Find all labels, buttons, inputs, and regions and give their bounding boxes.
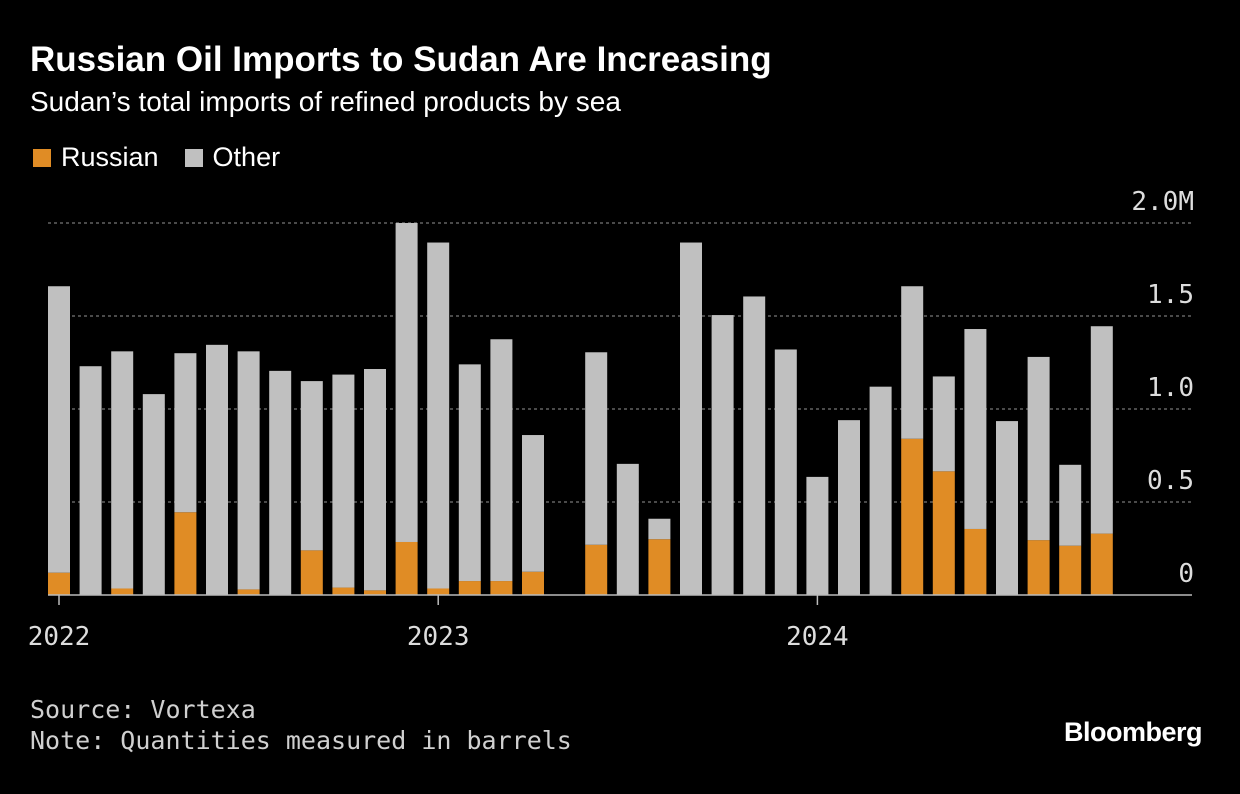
quantity-note: Note: Quantities measured in barrels	[30, 726, 572, 755]
bar-other	[648, 518, 671, 540]
bar-russian	[901, 438, 924, 595]
bar-russian	[490, 581, 513, 595]
bloomberg-logo: Bloomberg	[1063, 717, 1203, 747]
bar-other	[869, 386, 892, 595]
bar-other	[743, 296, 766, 595]
bar-other	[174, 353, 197, 513]
y-tick-label: 2.0M	[1131, 187, 1194, 217]
bar-other	[1027, 356, 1050, 541]
bar-russian	[300, 550, 323, 595]
x-tick-label: 2024	[786, 622, 849, 652]
bar-other	[395, 223, 418, 542]
bar-other	[364, 369, 386, 591]
y-tick-label: 1.0	[1147, 373, 1194, 403]
y-tick-label: 0.5	[1147, 466, 1194, 496]
footer: Source: Vortexa Note: Quantities measure…	[30, 694, 572, 756]
bar-other	[111, 351, 134, 589]
bar-other	[585, 352, 608, 545]
bar-russian	[522, 571, 544, 595]
legend-swatch-other	[184, 148, 203, 167]
x-tick-label: 2022	[28, 622, 91, 652]
bar-other	[1090, 326, 1113, 534]
bar-other	[680, 242, 702, 595]
bar-russian	[1090, 533, 1113, 595]
y-tick-label: 0	[1178, 559, 1194, 589]
bar-other	[901, 286, 924, 439]
legend-label-other: Other	[212, 142, 281, 172]
bar-russian	[648, 539, 671, 595]
legend: Russian Other	[33, 142, 306, 173]
bar-other	[711, 315, 734, 595]
source-note: Source: Vortexa	[30, 695, 256, 724]
bar-russian	[458, 581, 481, 595]
bar-other	[490, 339, 513, 582]
bar-other	[458, 364, 481, 582]
bar-russian	[964, 528, 987, 595]
bar-other	[522, 435, 544, 572]
bar-other	[427, 242, 450, 589]
bar-other	[269, 370, 292, 595]
bar-other	[332, 374, 355, 588]
stacked-bar-chart: 0 0.5 1.0 1.5 2.0M 2022 2023 2024	[28, 187, 1194, 652]
bar-other	[774, 349, 797, 595]
bar-russian	[395, 541, 418, 595]
legend-label-russian: Russian	[61, 142, 159, 172]
legend-item-other: Other	[184, 142, 281, 173]
bar-other	[806, 476, 829, 595]
bar-russian	[237, 589, 260, 595]
bar-other	[996, 421, 1018, 595]
bar-russian	[111, 588, 134, 595]
bar-other	[300, 381, 323, 551]
x-tick-label: 2023	[407, 622, 470, 652]
legend-item-russian: Russian	[33, 142, 159, 173]
legend-swatch-russian	[33, 148, 51, 167]
bar-russian	[364, 590, 386, 595]
bar-other	[838, 420, 860, 595]
bar-other	[1059, 464, 1082, 546]
bar-russian	[427, 588, 450, 595]
bar-other	[616, 463, 639, 595]
chart-title: Russian Oil Imports to Sudan Are Increas…	[30, 40, 772, 79]
bar-other	[142, 394, 165, 595]
bar-russian	[585, 544, 608, 595]
bar-other	[964, 329, 987, 529]
bar-russian	[1059, 545, 1082, 595]
bar-russian	[48, 572, 70, 595]
bar-russian	[332, 587, 355, 595]
bar-other	[48, 286, 70, 573]
bar-russian	[932, 471, 955, 595]
bar-russian	[174, 512, 197, 595]
bar-other	[79, 366, 102, 595]
bar-other	[206, 344, 228, 595]
chart-subtitle: Sudan’s total imports of refined product…	[30, 86, 621, 117]
bar-other	[932, 376, 955, 472]
y-tick-label: 1.5	[1147, 280, 1194, 310]
bar-russian	[1027, 540, 1050, 595]
bar-other	[237, 351, 260, 590]
